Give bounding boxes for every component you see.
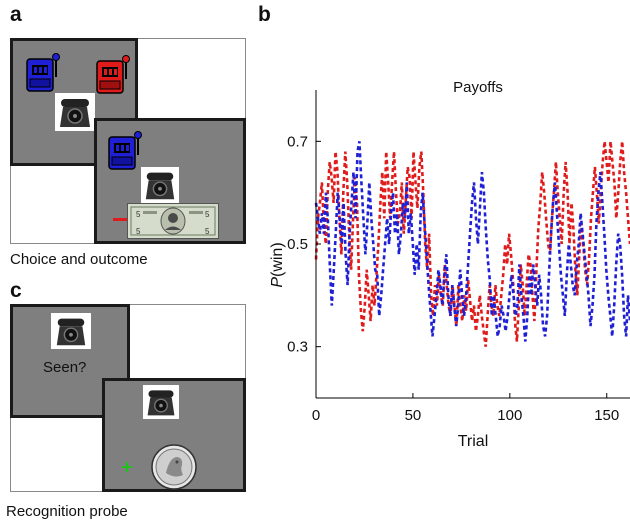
blue-slot-machine-icon [26, 53, 60, 92]
telephone-photo [55, 93, 95, 131]
telephone-photo [51, 313, 91, 349]
y-axis-label-italic: P [269, 277, 286, 288]
y-tick-label: 0.5 [287, 236, 308, 253]
telephone-photo [141, 167, 179, 203]
green-plus-icon [122, 462, 132, 472]
y-tick-label: 0.7 [287, 133, 308, 150]
x-tick-label: 0 [312, 407, 320, 424]
feedback-screen [102, 378, 246, 492]
svg-text:5: 5 [205, 227, 210, 236]
panel-label-c: c [10, 279, 22, 302]
panel-a-caption: Choice and outcome [10, 251, 148, 268]
series-line-blue [314, 141, 630, 342]
telephone-photo [143, 385, 179, 419]
five-dollar-bill: 5 5 5 5 [127, 203, 219, 239]
blue-slot-machine-icon [108, 131, 142, 170]
x-axis-label: Trial [458, 433, 489, 450]
svg-text:5: 5 [136, 227, 141, 236]
y-axis-label-rest: (win) [269, 242, 286, 277]
y-axis-label: P(win) [269, 242, 286, 287]
x-tick-label: 100 [497, 407, 522, 424]
panel-label-b: b [258, 3, 271, 26]
series-line-red [314, 141, 630, 347]
outcome-screen: 5 5 5 5 [94, 118, 246, 244]
x-tick-label: 50 [405, 407, 422, 424]
quarter-coin [151, 444, 197, 490]
seen-prompt: Seen? [43, 359, 87, 376]
svg-text:5: 5 [136, 210, 141, 219]
x-tick-label: 150 [594, 407, 619, 424]
svg-text:5: 5 [205, 210, 210, 219]
payoffs-chart: Payoffs 0 50 100 150 0.3 0.5 0.7 Trial P(win) [269, 79, 630, 450]
red-slot-machine-icon [96, 55, 130, 94]
choice-screen [10, 38, 138, 166]
panel-label-a: a [10, 3, 22, 26]
chart-title: Payoffs [453, 79, 503, 96]
red-outcome-marker [113, 218, 129, 221]
y-tick-label: 0.3 [287, 339, 308, 356]
panel-c-caption: Recognition probe [6, 503, 128, 520]
